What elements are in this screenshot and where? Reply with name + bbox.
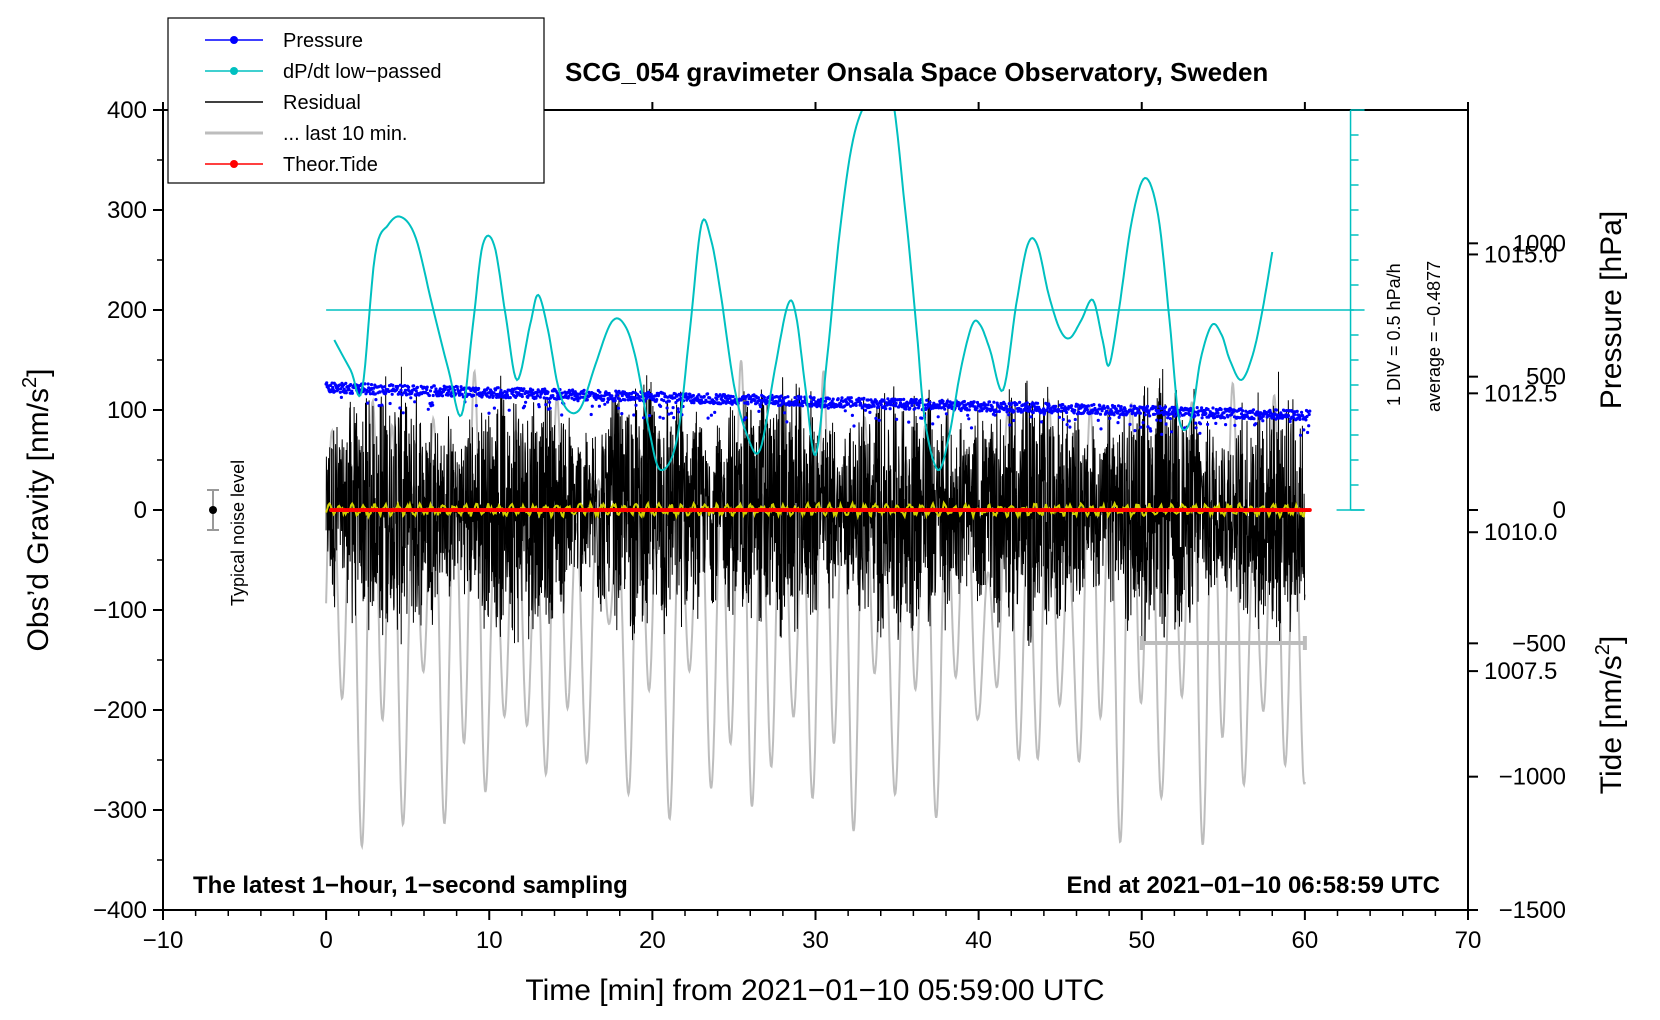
last-10-min-line [325,360,1306,851]
y-tick-label: −300 [93,797,147,824]
pressure-points [324,381,1312,437]
pressure-tick-label: 1010.0 [1484,519,1557,546]
x-tick-label: 30 [802,927,829,954]
y-tick-label: −200 [93,697,147,724]
y-tick-label: 100 [107,397,147,424]
dpdt-scale-note: 1 DIV = 0.5 hPa/h [1384,263,1404,406]
theoretical-tide-points [329,508,1312,513]
legend-box [167,17,545,184]
legend-label: Pressure [283,30,363,52]
dpdt-average-note: average = −0.4877 [1424,261,1444,412]
y-tick-label: 0 [134,497,147,524]
y-axis-gravity: 400 300 200 100 0 −100 −200 −300 −400 [93,97,163,924]
x-tick-label: 70 [1455,927,1482,954]
x-tick-label: 20 [639,927,666,954]
x-tick-label: 60 [1292,927,1319,954]
last-10-min-bracket [1139,636,1307,650]
tide-tick-label: 1000 [1513,230,1566,257]
tide-tick-label: −1500 [1499,897,1566,924]
x-tick-label: 50 [1128,927,1155,954]
y-tick-label: −100 [93,597,147,624]
legend-label: dP/dt low−passed [283,61,441,83]
noise-level-marker [207,489,219,531]
y-tick-label: 200 [107,297,147,324]
tide-tick-label: 0 [1553,497,1566,524]
chart-title: SCG_054 gravimeter Onsala Space Observat… [565,57,1268,87]
legend: Pressure dP/dt low−passed Residual ... last… [167,17,545,184]
dpdt-low-passed-line [333,110,1274,472]
tide-tick-label: −1000 [1499,764,1566,791]
end-time-note: End at 2021−01−10 06:58:59 UTC [1066,872,1440,899]
pressure-tick-label: 1012.5 [1484,380,1557,407]
tide-tick-label: −500 [1512,630,1566,657]
pressure-tick-label: 1007.5 [1484,658,1557,685]
x-axis-title: Time [min] from 2021−01−10 05:59:00 UTC [525,974,1104,1007]
y-axis-title-gravity: Obs’d Gravity [nm/s2] [19,369,55,652]
legend-swatch-marker [230,67,238,75]
sampling-note: The latest 1−hour, 1−second sampling [193,872,628,899]
y-axis-tide: 1000 500 0 −500 −1000 −1500 [1468,230,1566,924]
y-tick-label: 300 [107,197,147,224]
y-axis-title-tide: Tide [nm/s2] [1592,636,1628,794]
noise-level-label: Typical noise level [228,460,248,606]
y-tick-label: −400 [93,897,147,924]
y-tick-label: 400 [107,97,147,124]
y-axis-pressure: 1015.0 1012.5 1010.0 1007.5 [1468,241,1557,685]
pressure-tick-label: 1015.0 [1484,241,1557,268]
x-tick-label: 10 [476,927,503,954]
x-tick-label: 0 [319,927,332,954]
y-axis-title-pressure: Pressure [hPa] [1595,211,1628,409]
legend-swatch-marker [230,36,238,44]
legend-label: ... last 10 min. [283,123,408,145]
tide-tick-label: 500 [1526,364,1566,391]
x-tick-label: 40 [965,927,992,954]
x-tick-label: −10 [143,927,184,954]
legend-swatch-marker [230,160,238,168]
dpdt-scale-bar [1336,109,1365,511]
legend-label: Residual [283,92,361,114]
x-axis: −10 0 10 20 30 40 50 60 70 [143,102,1482,954]
legend-label: Theor.Tide [283,154,378,176]
